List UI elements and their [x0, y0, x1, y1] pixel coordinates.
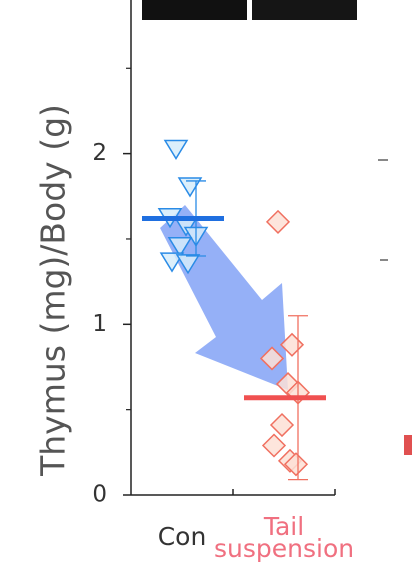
- image-panel: [142, 0, 247, 20]
- y-tick-label: 0: [92, 482, 107, 508]
- point: [271, 414, 293, 436]
- point: [165, 141, 187, 159]
- chart: Thymus (mg)/Body (g) 0 1 2: [0, 0, 416, 571]
- x-tick-label: Tail suspension: [214, 516, 354, 560]
- point: [267, 211, 289, 233]
- y-tick-label: 2: [92, 140, 107, 166]
- partial-mark: [404, 435, 412, 455]
- page: Thymus (mg)/Body (g) 012 ConTail suspens…: [0, 0, 416, 571]
- y-axis-label: Thymus (mg)/Body (g): [34, 104, 73, 477]
- point: [263, 435, 285, 457]
- image-panel: [252, 0, 357, 20]
- y-tick-label: 1: [92, 311, 107, 337]
